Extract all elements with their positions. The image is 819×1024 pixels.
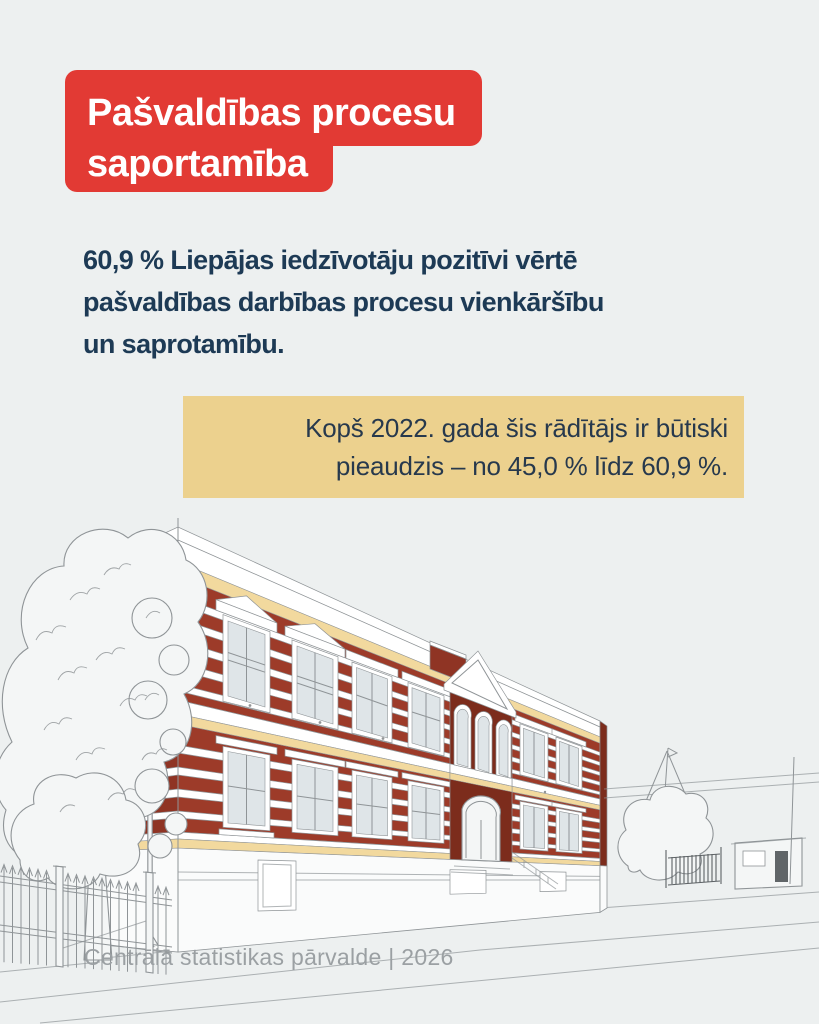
- right-side-structures: [603, 747, 819, 890]
- wall-anchors: [248, 704, 547, 794]
- tree-line-art: [0, 528, 209, 961]
- stat-line-2: pašvaldības darbības procesu vienkāršību: [83, 287, 604, 317]
- title-line-2: saportamība: [65, 145, 334, 192]
- highlight-line-1: Kopš 2022. gada šis rādītājs ir būtiski: [305, 413, 728, 443]
- highlight-box: Kopš 2022. gada šis rādītājs ir būtiski …: [183, 396, 744, 498]
- building-ground-floor: [99, 847, 601, 953]
- upper-windows: [215, 595, 587, 791]
- picket-fence: [0, 863, 173, 975]
- highlight-line-2: pieaudzis – no 45,0 % līdz 60,9 %.: [335, 451, 728, 481]
- title-banner: Pašvaldības procesu saportamība: [65, 70, 482, 192]
- stat-line-1: 60,9 % Liepājas iedzīvotāju pozitīvi vēr…: [83, 245, 578, 275]
- stat-text: 60,9 % Liepājas iedzīvotāju pozitīvi vēr…: [83, 239, 604, 365]
- lower-windows: [215, 735, 587, 854]
- footer-credit: Centrālā statistikas pārvalde | 2026: [84, 944, 454, 970]
- stat-line-3: un saprotamību.: [83, 329, 285, 359]
- title-line-1: Pašvaldības procesu: [65, 70, 482, 146]
- central-bay: [429, 640, 559, 890]
